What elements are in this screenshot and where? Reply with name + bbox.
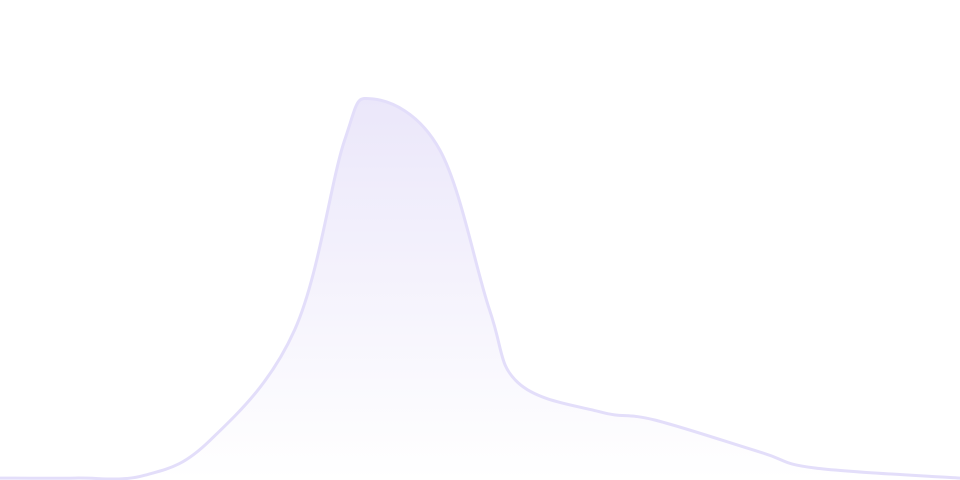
series-line xyxy=(0,96,960,480)
area-fill xyxy=(0,98,960,480)
